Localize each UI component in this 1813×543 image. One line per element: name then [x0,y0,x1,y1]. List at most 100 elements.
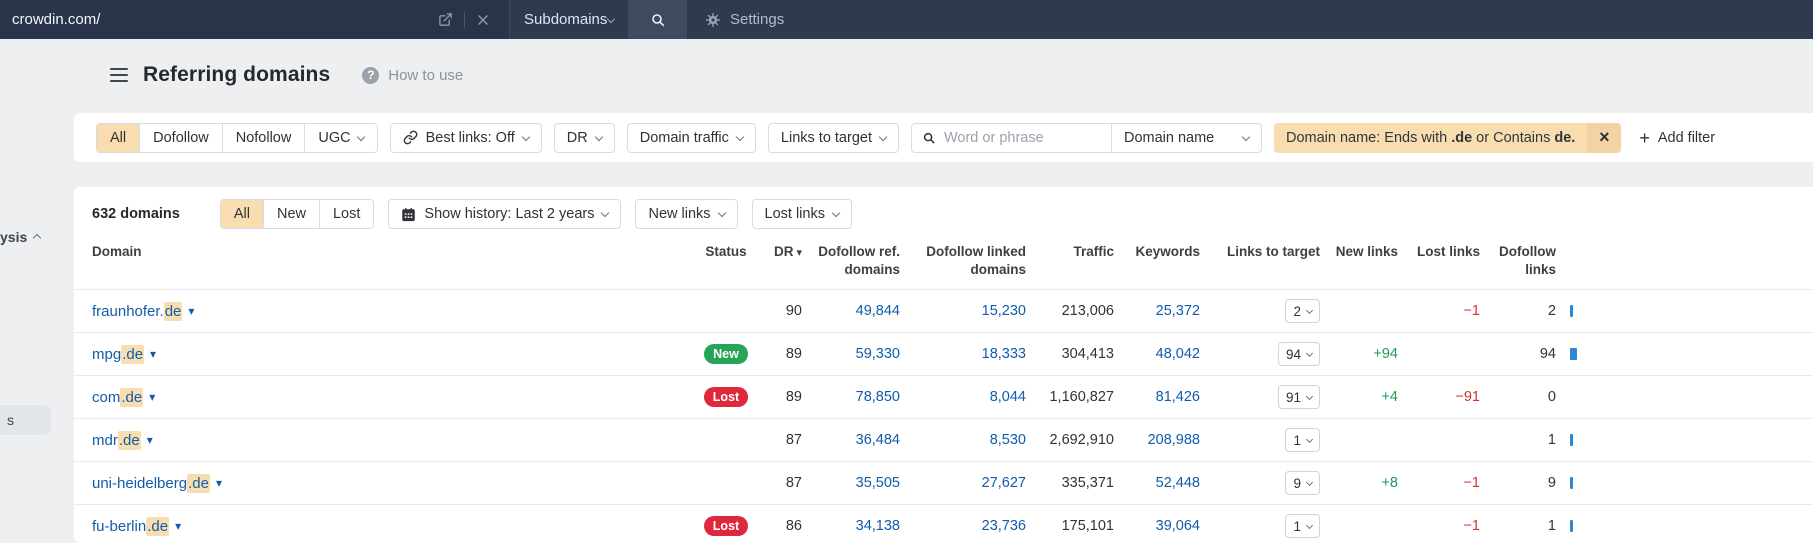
dofollow-ref-domains-link[interactable]: 36,484 [855,432,900,448]
keywords-link[interactable]: 208,988 [1147,432,1200,448]
domain-link[interactable]: com.de [92,387,144,407]
header-lost-links[interactable]: Lost links [1416,244,1480,259]
links-to-target-select[interactable]: 1 [1285,428,1320,452]
header-keywords[interactable]: Keywords [1135,244,1200,259]
dofollow-linked-domains-link[interactable]: 15,230 [981,303,1026,319]
filter-ugc-dropdown[interactable]: UGC [304,123,377,152]
header-domain[interactable]: Domain [92,244,142,259]
status-new-tab[interactable]: New [262,200,319,228]
dofollow-ref-domains-link[interactable]: 78,850 [855,389,900,405]
domain-caret-icon[interactable]: ▾ [149,390,156,404]
new-links-cell [1320,290,1398,332]
target-url-box: crowdin.com/ [0,0,510,39]
dofollow-links-bar [1570,348,1577,360]
menu-icon[interactable] [110,67,128,83]
lost-links-cell [1398,333,1480,375]
show-history-label: Show history: Last 2 years [424,206,595,222]
header-dofollow-ref-domains[interactable]: Dofollow ref. domains [818,244,900,277]
show-history-select[interactable]: Show history: Last 2 years [388,199,622,229]
header-links-to-target[interactable]: Links to target [1226,244,1320,259]
domain-link[interactable]: fu-berlin.de [92,516,170,536]
dofollow-links-cell: 94 [1539,346,1556,362]
header-new-links[interactable]: New links [1335,244,1398,259]
domain-caret-icon[interactable]: ▾ [150,347,157,361]
keywords-link[interactable]: 25,372 [1155,303,1200,319]
add-filter-button[interactable]: + Add filter [1639,129,1715,147]
dr-filter-button[interactable]: DR [553,122,615,153]
domain-cell: fu-berlin.de ▾ [92,505,690,543]
links-to-target-select[interactable]: 91 [1277,385,1320,409]
referring-domains-panel: 632 domains All New Lost Show history: L… [74,187,1813,543]
settings-button[interactable]: Settings [705,0,784,39]
status-all-tab[interactable]: All [220,200,263,228]
status-cell [690,290,762,332]
links-to-target-select[interactable]: 1 [1285,514,1320,538]
domain-traffic-filter-button[interactable]: Domain traffic [626,122,756,153]
link-icon [403,130,418,145]
domain-caret-icon[interactable]: ▾ [146,433,153,447]
keywords-link[interactable]: 81,426 [1155,389,1200,405]
best-links-filter-button[interactable]: Best links: Off [389,122,542,153]
links-to-target-select[interactable]: 94 [1277,342,1320,366]
domain-caret-icon[interactable]: ▾ [175,519,182,533]
header-dofollow-links[interactable]: Dofollow links [1499,244,1556,277]
remove-filter-icon[interactable]: × [1587,122,1622,153]
header-traffic[interactable]: Traffic [1073,244,1114,259]
word-or-phrase-input[interactable] [943,129,1084,146]
traffic-cell: 304,413 [1061,346,1114,362]
dofollow-linked-domains-link[interactable]: 8,044 [989,389,1026,405]
keywords-link[interactable]: 48,042 [1155,346,1200,362]
domain-name-select[interactable]: Domain name [1110,123,1261,152]
domains-count: 632 domains [92,206,180,222]
header-dofollow-linked-domains[interactable]: Dofollow linked domains [926,244,1026,277]
header-status[interactable]: Status [705,244,747,259]
keywords-link[interactable]: 39,064 [1155,518,1200,534]
open-external-icon[interactable] [431,12,460,27]
search-button[interactable] [629,0,687,39]
filter-all-tab[interactable]: All [97,123,140,152]
sidebar-clipped-nav-item[interactable]: ysis [0,229,42,245]
dofollow-linked-domains-link[interactable]: 27,627 [981,475,1026,491]
dofollow-ref-domains-link[interactable]: 49,844 [855,303,900,319]
domain-link[interactable]: mdr.de [92,430,141,450]
sidebar-clipped-pill-item[interactable]: s [0,405,51,435]
domain-link[interactable]: uni-heidelberg.de [92,473,210,493]
filter-chip-text[interactable]: Domain name: Ends with .de or Contains d… [1285,129,1576,146]
dofollow-ref-domains-link[interactable]: 34,138 [855,518,900,534]
domain-cell: fraunhofer.de ▾ [92,290,690,332]
links-to-target-select[interactable]: 2 [1285,299,1320,323]
dofollow-linked-domains-link[interactable]: 23,736 [981,518,1026,534]
search-icon [922,131,936,145]
topbar-divider [464,11,465,28]
target-mode-select[interactable]: Subdomains [510,0,629,39]
new-links-cell: +8 [1381,475,1398,491]
lost-links-cell [1398,419,1480,461]
dofollow-linked-domains-link[interactable]: 18,333 [981,346,1026,362]
domain-link[interactable]: mpg.de [92,344,145,364]
domain-link[interactable]: fraunhofer.de [92,301,183,321]
domain-caret-icon[interactable]: ▾ [188,304,195,318]
dr-cell: 90 [785,303,802,319]
dofollow-ref-domains-link[interactable]: 35,505 [855,475,900,491]
links-to-target-select[interactable]: 9 [1285,471,1320,495]
lost-links-select[interactable]: Lost links [751,199,852,229]
filters-bar: All Dofollow Nofollow UGC Best links: Of… [74,113,1813,162]
keywords-link[interactable]: 52,448 [1155,475,1200,491]
new-links-cell [1320,419,1398,461]
status-lost-tab[interactable]: Lost [318,200,374,228]
clear-url-icon[interactable] [469,13,497,27]
how-to-use-link[interactable]: ? How to use [362,66,463,84]
domain-caret-icon[interactable]: ▾ [215,476,222,490]
status-badge: Lost [703,516,749,536]
header-dr-sorted[interactable]: DR ▾ [773,244,802,259]
filter-dofollow-tab[interactable]: Dofollow [139,123,222,152]
dofollow-ref-domains-link[interactable]: 59,330 [855,346,900,362]
table-row: com.de ▾ Lost 89 78,850 8,044 1,160,827 … [74,375,1813,418]
target-url-input[interactable]: crowdin.com/ [12,11,101,28]
table-body: fraunhofer.de ▾ 90 49,844 15,230 213,006… [74,289,1813,543]
new-links-select-label: New links [648,206,711,222]
dofollow-linked-domains-link[interactable]: 8,530 [989,432,1026,448]
new-links-select[interactable]: New links [635,199,738,229]
filter-nofollow-tab[interactable]: Nofollow [221,123,305,152]
links-to-target-filter-button[interactable]: Links to target [767,122,899,153]
